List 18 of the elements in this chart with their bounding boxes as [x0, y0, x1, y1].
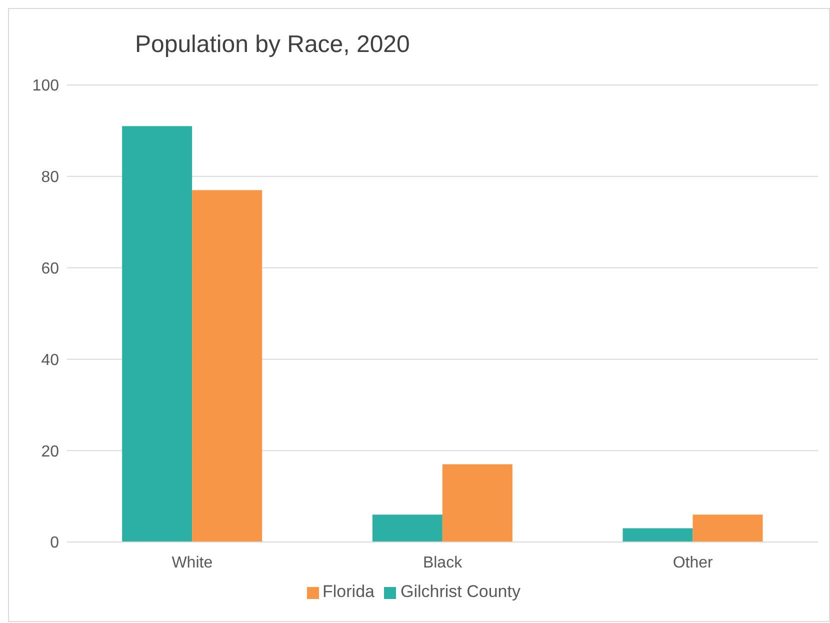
bar [692, 514, 763, 542]
chart-title: Population by Race, 2020 [135, 31, 410, 59]
y-tick-label: 40 [41, 352, 60, 369]
x-tick-label: Black [422, 554, 464, 572]
bar [372, 514, 442, 542]
bar [192, 190, 262, 542]
y-tick-label: 100 [32, 78, 60, 95]
bar [622, 528, 693, 542]
y-tick-label: 80 [41, 169, 60, 186]
x-tick-label: White [172, 554, 213, 572]
y-tick-label: 60 [41, 260, 60, 278]
x-tick-label: Other [672, 554, 714, 572]
bar [122, 126, 192, 542]
legend-label: Florida [322, 582, 374, 601]
legend-label: Gilchrist County [400, 582, 520, 601]
y-tick-label: 20 [41, 443, 60, 460]
y-tick-label: 0 [50, 534, 60, 552]
bar [442, 464, 512, 542]
